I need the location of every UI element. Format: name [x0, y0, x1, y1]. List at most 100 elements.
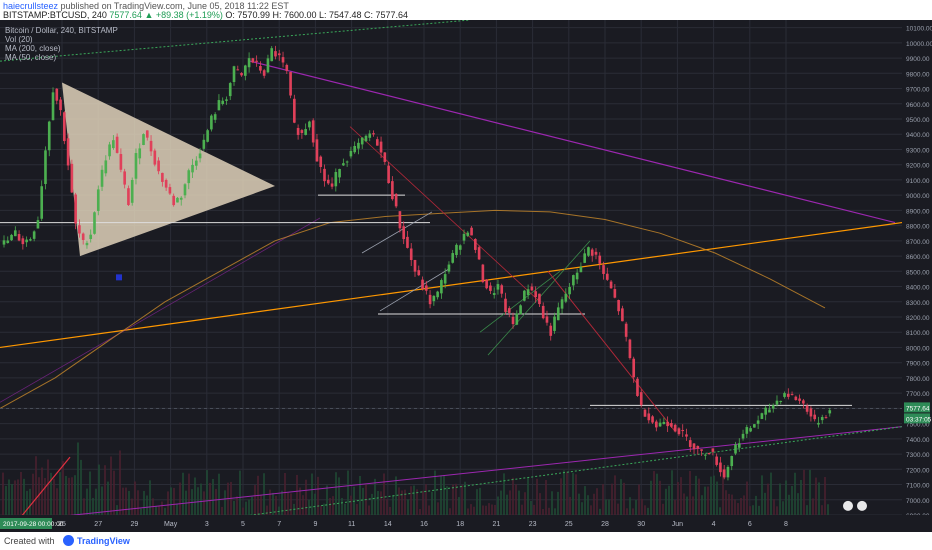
candle-body — [330, 183, 334, 187]
candle-body — [734, 444, 737, 454]
volume-bar — [68, 477, 70, 515]
volume-bar — [215, 488, 217, 515]
candle-body — [726, 466, 730, 478]
channel-line-2 — [379, 267, 451, 312]
candle-body — [360, 137, 364, 145]
candle-body — [375, 139, 379, 146]
volume-bar — [551, 491, 553, 515]
volume-bar — [32, 473, 34, 515]
candle-body — [417, 270, 421, 276]
volume-bar — [464, 481, 466, 515]
volume-bar — [485, 505, 487, 515]
volume-bar — [188, 473, 190, 515]
volume-bar — [605, 499, 607, 515]
candle-body — [692, 443, 696, 450]
volume-bar — [281, 490, 283, 515]
candle-body — [134, 153, 138, 179]
candle-body — [538, 293, 541, 305]
volume-bar — [23, 478, 25, 515]
volume-bar — [395, 476, 397, 515]
price-chart[interactable]: 6900.007000.007100.007200.007300.007400.… — [0, 20, 932, 532]
candle-body — [477, 247, 481, 260]
candle-body — [515, 313, 519, 325]
volume-bar — [245, 501, 247, 515]
volume-bar — [791, 485, 793, 515]
candle-body — [745, 427, 749, 434]
candle-body — [530, 286, 534, 291]
volume-bar — [554, 508, 556, 515]
time-tick-label: 30 — [637, 521, 645, 528]
volume-bar — [764, 492, 766, 515]
volume-bar — [389, 506, 391, 515]
volume-bar — [71, 477, 73, 515]
volume-bar — [38, 477, 40, 515]
volume-bar — [113, 470, 115, 515]
volume-bar — [173, 487, 175, 515]
tradingview-brand[interactable]: TradingView — [77, 536, 130, 546]
candle-body — [598, 255, 602, 264]
chart-area[interactable]: 6900.007000.007100.007200.007300.007400.… — [0, 20, 932, 532]
volume-bar — [650, 480, 652, 515]
candle-body — [432, 295, 436, 302]
candle-body — [673, 424, 677, 432]
candle-body — [719, 462, 722, 473]
volume-bar — [98, 464, 100, 515]
volume-bar — [5, 485, 7, 515]
candle-body — [639, 392, 643, 406]
candle-body — [293, 98, 296, 123]
candle-body — [255, 60, 258, 62]
volume-bar — [677, 482, 679, 515]
volume-bar — [134, 481, 136, 515]
volume-bar — [812, 498, 814, 515]
volume-bar — [308, 499, 310, 515]
volume-bar — [164, 507, 166, 515]
candle-body — [104, 160, 108, 174]
candle-body — [602, 265, 605, 274]
candle-body — [225, 99, 228, 101]
price-tick-label: 8700.00 — [906, 239, 930, 246]
candle-body — [402, 226, 406, 240]
volume-bar — [683, 493, 685, 515]
candle-body — [164, 179, 168, 188]
candle-body — [583, 253, 586, 263]
volume-bar — [563, 470, 565, 515]
candle-body — [541, 305, 545, 319]
volume-bar — [8, 479, 10, 515]
volume-bar — [467, 508, 469, 515]
volume-bar — [779, 483, 781, 515]
volume-bar — [254, 485, 256, 515]
volume-bar — [719, 507, 721, 515]
candle-body — [428, 294, 432, 305]
volume-bar — [368, 505, 370, 515]
volume-bar — [212, 478, 214, 515]
volume-bar — [659, 480, 661, 515]
time-tick-label: 28 — [601, 521, 609, 528]
volume-bar — [335, 472, 337, 515]
volume-bar — [383, 473, 385, 515]
volume-bar — [602, 484, 604, 515]
volume-bar — [119, 450, 121, 515]
candle-body — [36, 220, 40, 229]
candle-body — [10, 234, 13, 241]
price-tick-label: 7700.00 — [906, 391, 930, 398]
candle-body — [609, 281, 613, 289]
volume-bar — [809, 469, 811, 515]
author-link[interactable]: haiecrullsteez — [3, 1, 59, 11]
candle-body — [681, 430, 685, 432]
volume-bar — [425, 484, 427, 515]
candle-body — [176, 197, 179, 203]
volume-bar — [260, 495, 262, 515]
volume-bar — [491, 504, 493, 515]
price-tick-label: 7100.00 — [906, 483, 930, 490]
candle-body — [526, 289, 530, 295]
volume-bar — [776, 506, 778, 515]
volume-bar — [662, 503, 664, 515]
candle-body — [462, 233, 466, 241]
volume-bar — [668, 485, 670, 515]
volume-bar — [344, 503, 346, 515]
candle-body — [127, 188, 130, 206]
candle-body — [194, 160, 198, 166]
volume-bar — [62, 461, 64, 515]
candle-body — [413, 259, 417, 272]
red-down-line — [547, 270, 676, 432]
